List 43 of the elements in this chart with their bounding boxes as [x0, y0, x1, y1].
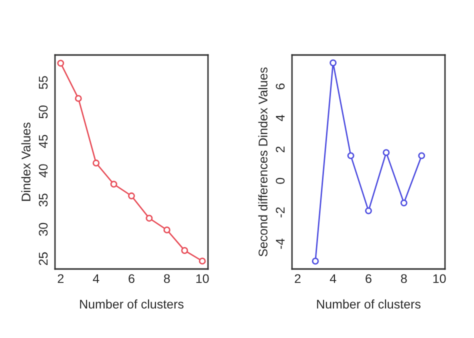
x-tick-label: 2 — [58, 274, 64, 283]
x-tick-label: 4 — [92, 274, 100, 283]
y-tick-label: 4 — [276, 114, 285, 122]
point — [74, 94, 82, 102]
x-axis-title: Number of clusters — [317, 299, 420, 309]
y-tick-label: 50 — [38, 105, 48, 118]
point — [146, 214, 153, 222]
point — [400, 199, 408, 206]
x-tick-label: 10 — [196, 274, 209, 284]
y-tick-label: -2 — [276, 207, 285, 218]
x-axis-title: Number of clusters — [80, 299, 184, 309]
point — [181, 247, 188, 254]
y-tick-label: 2 — [276, 146, 285, 152]
point — [312, 258, 319, 265]
y-tick-label: 35 — [38, 194, 48, 206]
point — [347, 152, 354, 160]
y-axis-title: Dindex Values — [21, 122, 30, 201]
y-tick-label: 45 — [38, 134, 48, 148]
point — [330, 59, 337, 66]
y-tick-label: 25 — [38, 252, 48, 266]
x-tick-label: 10 — [433, 274, 446, 284]
point — [418, 152, 426, 160]
point — [198, 258, 206, 265]
y-tick-label: 55 — [38, 76, 48, 90]
y-tick-label: 30 — [38, 222, 48, 236]
point — [382, 149, 390, 156]
x-tick-label: 2 — [294, 274, 301, 283]
x-tick-label: 8 — [400, 274, 407, 284]
x-tick-label: 6 — [366, 274, 372, 284]
x-tick-label: 8 — [164, 274, 170, 284]
point — [92, 160, 100, 166]
y-axis-title: Second differences Dindex Values — [258, 67, 268, 256]
point — [110, 180, 118, 188]
y-tick-label: -4 — [276, 238, 285, 249]
point — [128, 192, 135, 200]
x-tick-label: 4 — [330, 274, 336, 283]
x-tick-label: 6 — [128, 274, 134, 284]
point — [365, 207, 372, 214]
y-tick-label: 6 — [276, 84, 285, 90]
y-tick-label: 0 — [276, 178, 285, 184]
point — [163, 226, 170, 234]
point — [57, 60, 64, 67]
y-tick-label: 40 — [38, 164, 48, 178]
